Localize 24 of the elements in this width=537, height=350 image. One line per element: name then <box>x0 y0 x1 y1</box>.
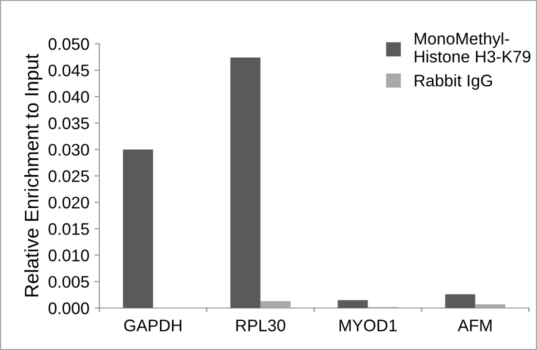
y-tick-label: 0.035 <box>48 117 89 130</box>
bar <box>260 301 291 308</box>
y-tick-label: 0.050 <box>48 38 89 50</box>
x-tick-label: RPL30 <box>236 320 286 332</box>
bar <box>230 57 260 308</box>
y-tick-label: 0.005 <box>48 276 89 288</box>
bar <box>338 300 368 308</box>
y-tick-label: 0.045 <box>48 64 89 76</box>
x-tick-label: AFM <box>458 320 492 332</box>
bar <box>475 304 506 308</box>
y-tick-label: 0.000 <box>48 302 89 314</box>
y-tick-label: 0.040 <box>48 91 89 103</box>
y-tick-label: 0.025 <box>48 170 89 182</box>
bar <box>445 294 476 308</box>
y-tick-label: 0.020 <box>48 196 89 209</box>
legend-label: MonoMethyl- Histone H3-K79 <box>414 32 530 63</box>
y-tick-label: 0.030 <box>48 144 89 156</box>
bar <box>122 149 154 308</box>
y-tick-label: 0.015 <box>48 223 89 235</box>
x-tick-label: MYOD1 <box>340 320 397 332</box>
x-tick-label: GAPDH <box>124 320 182 332</box>
legend-label: Rabbit IgG <box>414 74 492 90</box>
y-axis-title: Relative Enrichment to Input <box>24 54 42 296</box>
y-tick-label: 0.010 <box>48 250 89 262</box>
